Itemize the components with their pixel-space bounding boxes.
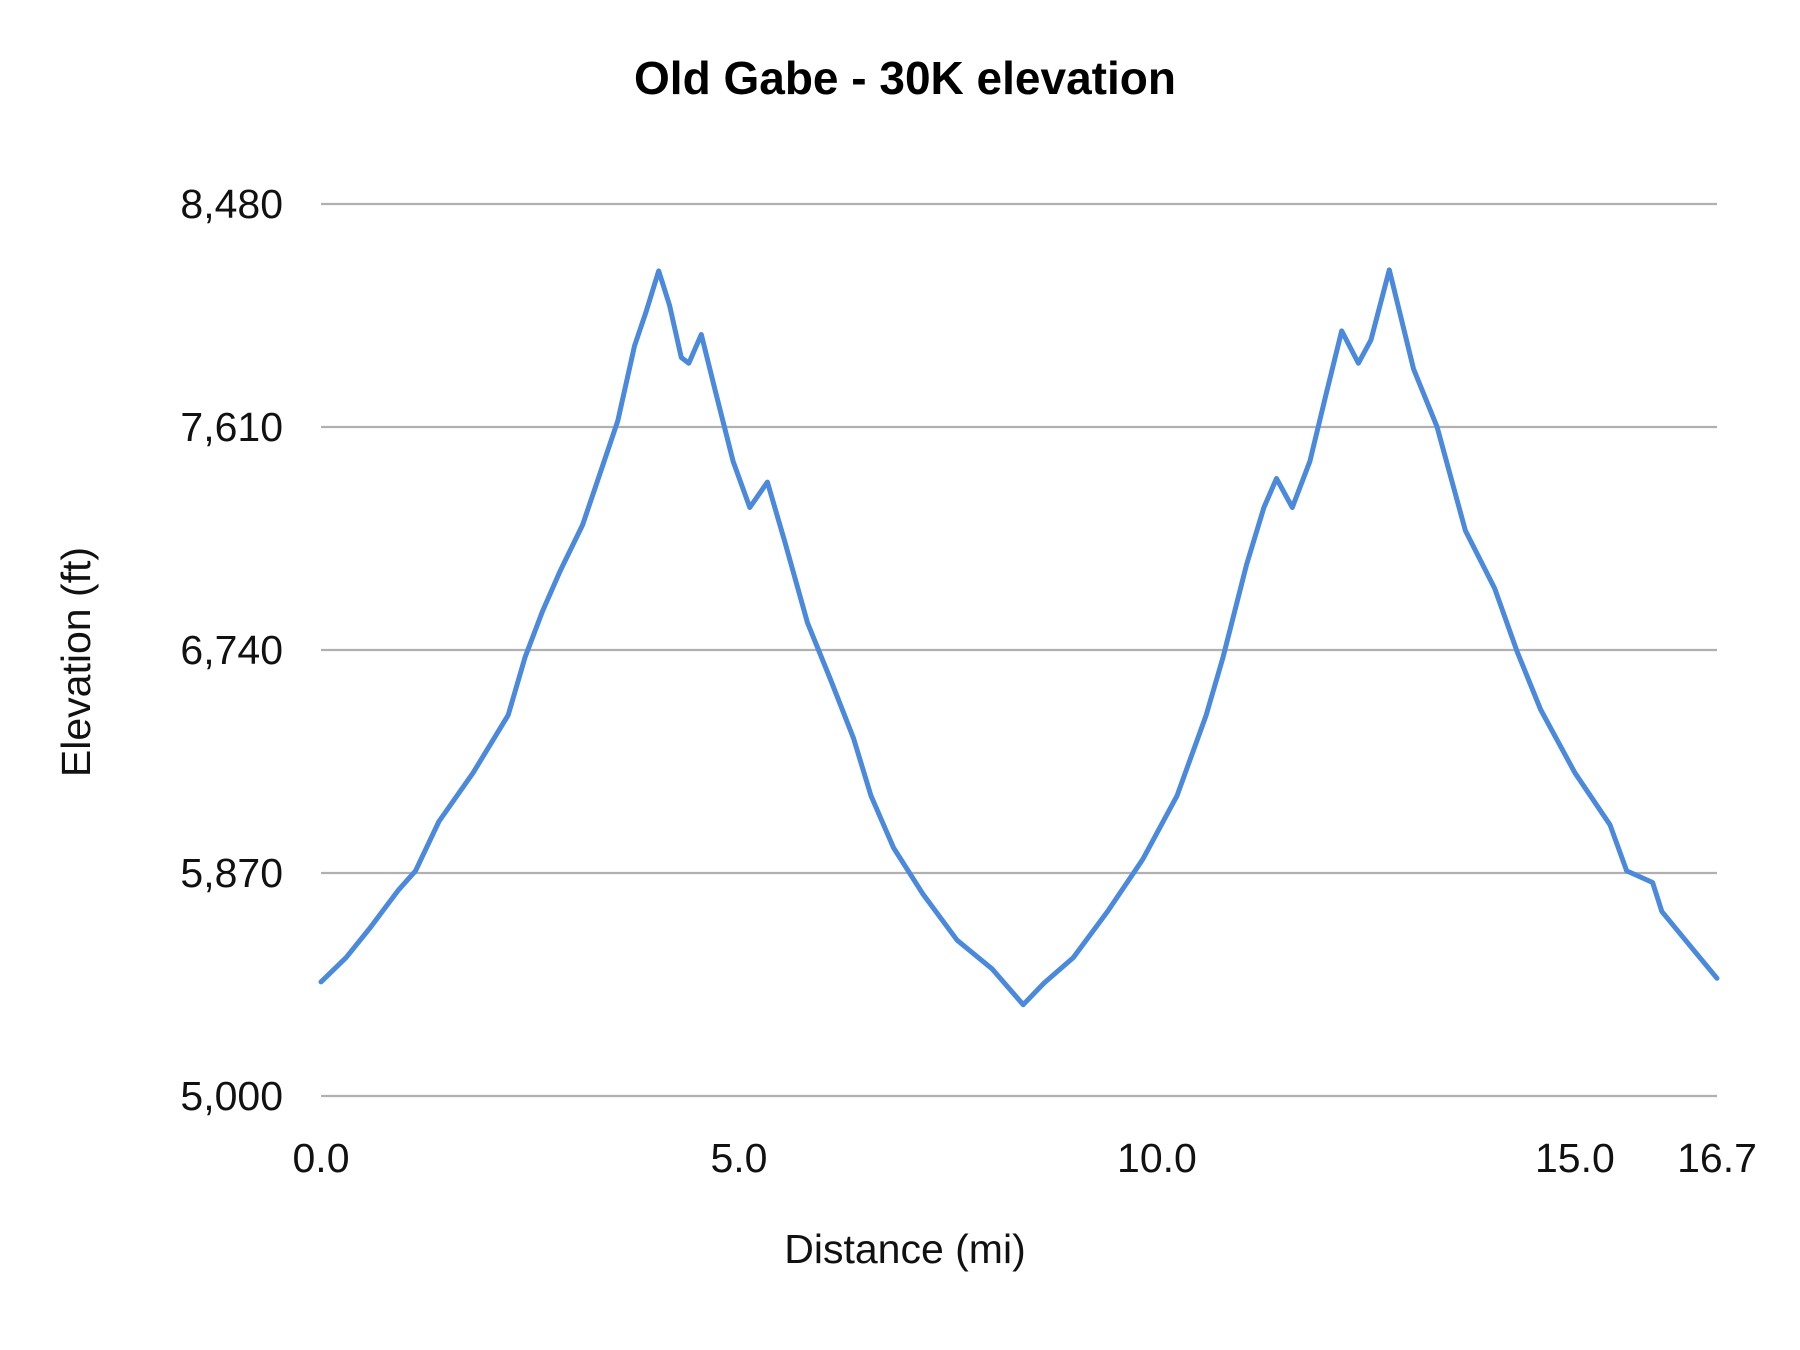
y-tick-label: 6,740 (180, 627, 283, 673)
x-axis-label: Distance (mi) (784, 1226, 1025, 1272)
y-tick-label: 5,000 (180, 1073, 283, 1119)
y-axis-ticks: 5,000 5,870 6,740 7,610 8,480 (180, 181, 283, 1119)
x-tick-label: 15.0 (1535, 1135, 1615, 1181)
x-axis-ticks: 0.0 5.0 10.0 15.0 16.7 (293, 1135, 1757, 1181)
y-tick-label: 5,870 (180, 850, 283, 896)
series-line-elevation (318, 267, 1720, 1008)
grid-lines (321, 202, 1717, 1098)
x-tick-label: 16.7 (1677, 1135, 1757, 1181)
y-tick-label: 8,480 (180, 181, 283, 227)
y-axis-label: Elevation (ft) (53, 547, 99, 777)
chart-title: Old Gabe - 30K elevation (634, 52, 1176, 104)
x-tick-label: 5.0 (710, 1135, 767, 1181)
y-tick-label: 7,610 (180, 404, 283, 450)
x-tick-label: 10.0 (1117, 1135, 1197, 1181)
x-tick-label: 0.0 (293, 1135, 350, 1181)
